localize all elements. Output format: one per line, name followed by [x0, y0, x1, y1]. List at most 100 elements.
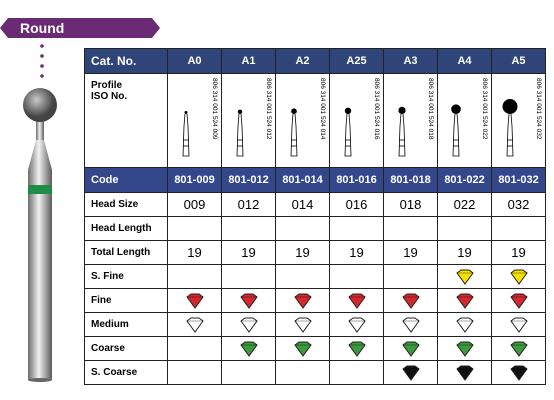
profile-drawing [502, 99, 518, 157]
grit-diamond [455, 269, 474, 285]
profile-label: Profile [91, 80, 123, 91]
profile-label: ISO No. [91, 91, 128, 102]
value-cell: 014 [275, 192, 330, 217]
iso-number: 806 314 001 524 016 [373, 78, 380, 140]
grit-diamond [347, 317, 366, 333]
grit-cell [167, 312, 222, 337]
grit-cell [221, 264, 276, 289]
code-cell: 801-012 [221, 167, 276, 193]
profile-row: Profile ISO No. 806 314 001 524 009 806 314… [84, 73, 546, 168]
product-table: Cat. No. A0 A1 A2 A25 A3 A4 A5 Profile ISO No. 806… [84, 48, 546, 385]
profile-cell: 806 314 001 524 032 [491, 73, 546, 168]
column-header: A4 [437, 48, 492, 74]
profile-drawing [290, 108, 298, 157]
grit-cell [167, 360, 222, 385]
code-cell: 801-022 [437, 167, 492, 193]
code-cell: 801-014 [275, 167, 330, 193]
value-cell [275, 216, 330, 241]
grit-cell [491, 312, 546, 337]
column-header: A5 [491, 48, 546, 74]
grit-diamond [347, 293, 366, 309]
code-cell: 801-032 [491, 167, 546, 193]
grit-diamond [509, 269, 528, 285]
value-cell: 032 [491, 192, 546, 217]
iso-number: 806 314 001 524 022 [481, 78, 488, 140]
profile-cell: 806 314 001 524 018 [383, 73, 438, 168]
profile-drawing [451, 104, 461, 157]
grit-diamond [239, 341, 258, 357]
grit-diamond [455, 317, 474, 333]
value-cell: 19 [221, 240, 276, 265]
grit-diamond [293, 317, 312, 333]
value-cell: 19 [383, 240, 438, 265]
grit-cell [275, 336, 330, 361]
value-cell: 018 [383, 192, 438, 217]
value-cell [491, 216, 546, 241]
grit-cell [383, 264, 438, 289]
code-label: Code [84, 167, 168, 193]
value-cell [329, 216, 384, 241]
profile-drawing [182, 111, 190, 157]
row-label: Head Size [84, 192, 168, 217]
column-header: A2 [275, 48, 330, 74]
grit-cell [437, 264, 492, 289]
grit-cell [167, 264, 222, 289]
grit-cell [167, 288, 222, 313]
code-cell: 801-018 [383, 167, 438, 193]
spec-row: Head Size 009 012 014 016 018 022 032 [84, 192, 546, 217]
grit-diamond [509, 317, 528, 333]
grit-cell [329, 360, 384, 385]
grit-cell [275, 360, 330, 385]
value-cell: 19 [275, 240, 330, 265]
grit-diamond [455, 341, 474, 357]
value-cell: 009 [167, 192, 222, 217]
grit-cell [221, 312, 276, 337]
value-cell: 012 [221, 192, 276, 217]
grit-cell [491, 264, 546, 289]
profile-cell: 806 314 001 524 012 [221, 73, 276, 168]
header-row: Cat. No. A0 A1 A2 A25 A3 A4 A5 [84, 48, 546, 74]
grit-diamond [509, 365, 528, 381]
profile-cell: 806 314 001 524 014 [275, 73, 330, 168]
grit-diamond [401, 317, 420, 333]
grit-row: S. Fine [84, 264, 546, 289]
iso-number: 806 314 001 524 018 [427, 78, 434, 140]
grit-diamond [293, 293, 312, 309]
spec-row: Head Length [84, 216, 546, 241]
value-cell [437, 216, 492, 241]
value-cell: 022 [437, 192, 492, 217]
grit-diamond [401, 293, 420, 309]
grit-cell [221, 360, 276, 385]
value-cell [167, 216, 222, 241]
code-row: Code 801-009 801-012 801-014 801-016 801-018 8… [84, 167, 546, 193]
grit-diamond [239, 293, 258, 309]
profile-label-cell: Profile ISO No. [84, 73, 168, 168]
grit-diamond [455, 365, 474, 381]
grit-diamond [185, 293, 204, 309]
iso-number: 806 314 001 524 014 [319, 78, 326, 140]
grit-row: S. Coarse [84, 360, 546, 385]
grit-diamond [401, 365, 420, 381]
code-cell: 801-009 [167, 167, 222, 193]
grit-row: Fine [84, 288, 546, 313]
grit-cell [383, 312, 438, 337]
grit-cell [491, 360, 546, 385]
grit-cell [329, 288, 384, 313]
column-header: A25 [329, 48, 384, 74]
grit-cell [167, 336, 222, 361]
grit-cell [329, 312, 384, 337]
grit-row: Medium [84, 312, 546, 337]
grit-cell [383, 336, 438, 361]
grit-diamond [293, 341, 312, 357]
badge-shape [0, 18, 160, 38]
column-header: A3 [383, 48, 438, 74]
grit-diamond [185, 317, 204, 333]
iso-number: 806 314 001 524 009 [211, 78, 218, 140]
grit-cell [329, 264, 384, 289]
value-cell [221, 216, 276, 241]
grit-cell [383, 288, 438, 313]
row-label: Coarse [84, 336, 168, 361]
profile-cell: 806 314 001 524 009 [167, 73, 222, 168]
grit-cell [491, 288, 546, 313]
